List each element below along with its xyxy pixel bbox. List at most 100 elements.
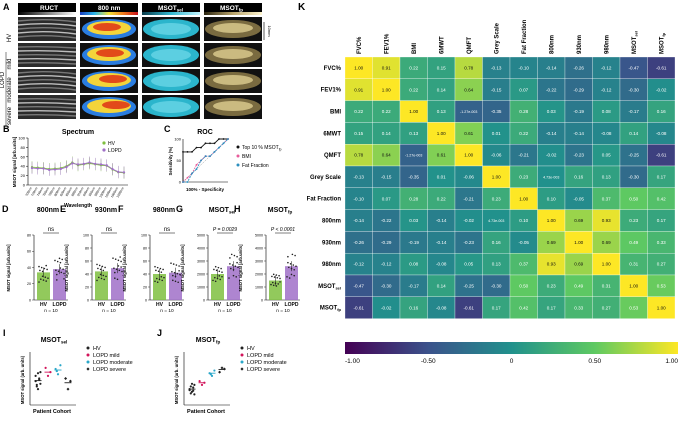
- row-label: QMFT: [324, 153, 341, 159]
- data-point: [162, 268, 164, 271]
- legend-marker: [102, 141, 106, 145]
- data-point: [213, 268, 215, 271]
- bar-lopd: [285, 266, 298, 300]
- panel-letter-i: I: [3, 328, 6, 338]
- data-point: [39, 269, 41, 272]
- x-tick-label: 780nm: [48, 186, 57, 197]
- y-tick-label: 80: [143, 246, 147, 250]
- tissue-layer: [17, 97, 77, 101]
- data-point: [60, 271, 63, 274]
- cell-value: 0.17: [657, 218, 666, 223]
- cell-value: 0.13: [602, 175, 611, 180]
- data-point: [154, 280, 156, 283]
- data-point: [44, 366, 47, 369]
- data-point: [292, 264, 295, 266]
- cell-value: 0.05: [602, 153, 611, 158]
- cell-value: -0.12: [381, 262, 392, 267]
- data-point: [99, 268, 102, 271]
- cell-value: -0.14: [546, 131, 557, 136]
- image-tile: [204, 17, 262, 41]
- y-tick-label: 4000: [255, 246, 263, 250]
- data-point: [38, 378, 41, 381]
- bar-panel-h: H MSOTfp 0 1000 2000 3000 4000 5000 MSOT signal …: [234, 204, 300, 314]
- legend-label: LOPD mild: [93, 353, 120, 359]
- n-label: n = 10: [44, 308, 58, 314]
- y-tick-label: 100: [174, 137, 181, 142]
- data-point: [230, 253, 233, 256]
- cell-value: 0.22: [519, 131, 528, 136]
- data-point-lopd: [122, 171, 126, 174]
- cell-value: 0.53: [629, 305, 638, 310]
- x-tick-label: HV: [214, 302, 222, 308]
- y-tick-label: 100: [18, 136, 25, 141]
- cell-value: -0.10: [519, 66, 530, 71]
- data-point: [229, 257, 231, 259]
- legend-marker: [236, 163, 240, 167]
- cell-value: -1.27e-003: [460, 110, 477, 114]
- cell-value: 0.93: [547, 262, 556, 267]
- chart-title: MSOTfp: [196, 337, 221, 345]
- tissue-layer: [17, 61, 77, 65]
- roc-point: [200, 159, 202, 162]
- data-point: [105, 275, 107, 278]
- tissue-layer: [17, 31, 77, 35]
- data-point: [46, 268, 48, 271]
- panel-letter-d: D: [2, 204, 9, 214]
- cell-value: 0.15: [437, 66, 446, 71]
- data-point: [221, 271, 223, 273]
- cell-value: -0.12: [601, 66, 612, 71]
- cell-value: 0.61: [437, 153, 446, 158]
- legend-marker: [240, 367, 244, 371]
- column-label: 6MWT: [439, 36, 445, 54]
- cell-value: 1.00: [657, 305, 666, 310]
- colorbar-tick-label: 1.00: [665, 358, 678, 365]
- roc-point: [209, 155, 211, 158]
- bar-lopd: [227, 266, 240, 300]
- data-point: [68, 379, 72, 383]
- y-tick-label: 3000: [255, 259, 263, 263]
- roc-point: [195, 146, 198, 149]
- roc-point: [218, 138, 220, 140]
- x-tick-label: 950nm: [88, 186, 97, 197]
- cell-value: 0.17: [547, 305, 556, 310]
- cell-value: 0.50: [629, 196, 638, 201]
- cell-value: 1.00: [519, 196, 528, 201]
- row-label-hv: HV: [7, 34, 13, 42]
- data-point: [36, 372, 40, 375]
- data-point-lopd: [65, 166, 68, 169]
- data-point: [115, 268, 118, 271]
- data-point: [35, 383, 38, 386]
- data-point: [43, 267, 46, 270]
- row-label: 930nm: [322, 240, 341, 246]
- header-msot-sel: MSOTsel: [158, 5, 183, 13]
- cell-value: -1.27e-003: [405, 154, 422, 158]
- row-label: Fat Fraction: [307, 197, 342, 203]
- data-point: [175, 264, 178, 266]
- tissue-layer: [17, 49, 77, 53]
- y-tick-label: 60: [85, 259, 89, 263]
- data-point: [56, 260, 59, 263]
- bar-panel-d: D 800nm 0 20 40 60 80 MSOT signal [arb.units] HV…: [2, 204, 68, 314]
- data-point-lopd: [53, 168, 57, 171]
- cell-value: 0.28: [519, 109, 528, 114]
- significance-label: P < 0.0001: [271, 227, 295, 233]
- roc-point: [218, 146, 220, 149]
- data-point-lopd: [48, 168, 51, 172]
- row-label-lopd: LOPD: [0, 71, 6, 88]
- data-point: [39, 382, 42, 385]
- data-point: [218, 370, 222, 374]
- signal-region: [151, 101, 191, 113]
- data-point: [55, 269, 57, 272]
- legend-label: HV: [93, 346, 101, 352]
- header-ruct: RUCT: [40, 5, 58, 12]
- data-point: [217, 266, 220, 269]
- data-point: [272, 273, 275, 276]
- data-point: [104, 266, 106, 269]
- data-point: [103, 278, 105, 281]
- data-point: [221, 275, 223, 278]
- significance-label: ns: [48, 227, 54, 233]
- column-label: Grey Scale: [494, 22, 500, 54]
- legend-marker: [86, 360, 90, 364]
- cell-value: -0.22: [546, 87, 557, 92]
- data-point: [220, 366, 224, 370]
